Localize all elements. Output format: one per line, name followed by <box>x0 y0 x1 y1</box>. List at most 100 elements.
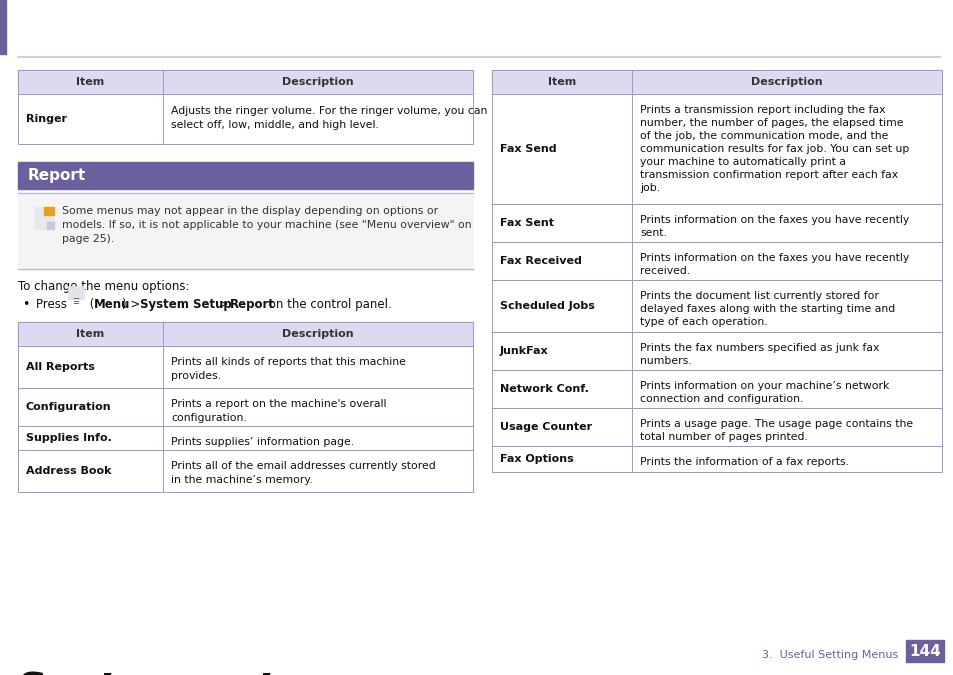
Text: Prints the document list currently stored for: Prints the document list currently store… <box>639 291 878 301</box>
Text: ☰: ☰ <box>72 297 79 306</box>
Text: of the job, the communication mode, and the: of the job, the communication mode, and … <box>639 131 887 141</box>
Text: in the machine’s memory.: in the machine’s memory. <box>171 475 313 485</box>
Text: number, the number of pages, the elapsed time: number, the number of pages, the elapsed… <box>639 118 902 128</box>
Bar <box>18 162 473 189</box>
Text: Item: Item <box>547 77 576 87</box>
Bar <box>18 450 473 492</box>
Text: Adjusts the ringer volume. For the ringer volume, you can: Adjusts the ringer volume. For the ringe… <box>171 106 487 116</box>
Text: Prints all kinds of reports that this machine: Prints all kinds of reports that this ma… <box>171 357 405 367</box>
Text: total number of pages printed.: total number of pages printed. <box>639 432 807 442</box>
Text: Fax Options: Fax Options <box>499 454 573 464</box>
Text: Description: Description <box>750 77 821 87</box>
Bar <box>18 450 473 492</box>
Text: Prints a usage page. The usage page contains the: Prints a usage page. The usage page cont… <box>639 419 912 429</box>
Text: your machine to automatically print a: your machine to automatically print a <box>639 157 845 167</box>
Text: Some menus may not appear in the display depending on options or: Some menus may not appear in the display… <box>62 206 437 216</box>
Text: •: • <box>22 298 30 311</box>
Text: Prints the fax numbers specified as junk fax: Prints the fax numbers specified as junk… <box>639 343 879 353</box>
Text: Configuration: Configuration <box>26 402 112 412</box>
Bar <box>68 286 84 299</box>
Bar <box>492 70 941 94</box>
Bar <box>18 322 473 346</box>
Bar <box>47 222 54 229</box>
Text: Prints supplies’ information page.: Prints supplies’ information page. <box>171 437 354 447</box>
Bar <box>492 408 941 446</box>
Text: Prints information on the faxes you have recently: Prints information on the faxes you have… <box>639 215 908 225</box>
Text: type of each operation.: type of each operation. <box>639 317 767 327</box>
Text: 144: 144 <box>908 643 940 659</box>
Text: job.: job. <box>639 183 659 193</box>
Bar <box>18 94 473 144</box>
Bar <box>492 370 941 408</box>
Bar <box>18 193 473 269</box>
Bar <box>492 70 941 94</box>
Text: Fax Received: Fax Received <box>499 256 581 266</box>
Text: models. If so, it is not applicable to your machine (see "Menu overview" on: models. If so, it is not applicable to y… <box>62 220 471 230</box>
Text: Item: Item <box>76 77 105 87</box>
Text: received.: received. <box>639 266 690 276</box>
Bar <box>18 426 473 450</box>
Text: Ringer: Ringer <box>26 114 67 124</box>
Bar <box>0 0 6 54</box>
Text: Item: Item <box>76 329 105 339</box>
Text: Address Book: Address Book <box>26 466 112 476</box>
Text: Supplies Info.: Supplies Info. <box>26 433 112 443</box>
Bar <box>492 280 941 332</box>
Bar <box>18 388 473 426</box>
Bar <box>18 70 473 94</box>
Bar <box>492 332 941 370</box>
Bar <box>18 322 473 346</box>
Bar <box>492 446 941 472</box>
Text: page 25).: page 25). <box>62 234 114 244</box>
Bar <box>492 94 941 204</box>
Text: on the control panel.: on the control panel. <box>265 298 392 311</box>
Bar <box>492 280 941 332</box>
Text: ) >: ) > <box>122 298 144 311</box>
Bar <box>492 204 941 242</box>
Text: Scheduled Jobs: Scheduled Jobs <box>499 301 595 311</box>
Text: Usage Counter: Usage Counter <box>499 422 592 432</box>
Text: Prints a report on the machine's overall: Prints a report on the machine's overall <box>171 399 386 409</box>
Bar <box>492 204 941 242</box>
Text: select off, low, middle, and high level.: select off, low, middle, and high level. <box>171 120 378 130</box>
Text: 3.  Useful Setting Menus: 3. Useful Setting Menus <box>760 650 897 660</box>
Bar <box>44 207 54 215</box>
Text: connection and configuration.: connection and configuration. <box>639 394 802 404</box>
Text: numbers.: numbers. <box>639 356 691 366</box>
Text: Report: Report <box>230 298 274 311</box>
Text: Prints all of the email addresses currently stored: Prints all of the email addresses curren… <box>171 461 436 471</box>
Text: >: > <box>214 298 233 311</box>
Text: Description: Description <box>282 329 354 339</box>
Text: Fax Sent: Fax Sent <box>499 218 554 228</box>
Text: JunkFax: JunkFax <box>499 346 548 356</box>
Text: To change the menu options:: To change the menu options: <box>18 280 190 293</box>
Text: Network Conf.: Network Conf. <box>499 384 588 394</box>
Bar <box>18 426 473 450</box>
Text: delayed faxes along with the starting time and: delayed faxes along with the starting ti… <box>639 304 894 314</box>
Text: Prints information on your machine’s network: Prints information on your machine’s net… <box>639 381 888 391</box>
Bar <box>905 640 943 662</box>
Bar <box>18 388 473 426</box>
Bar <box>492 332 941 370</box>
Text: Prints the information of a fax reports.: Prints the information of a fax reports. <box>639 457 848 467</box>
Bar <box>492 94 941 204</box>
Text: Fax Send: Fax Send <box>499 144 556 154</box>
Bar <box>18 346 473 388</box>
Text: System setup: System setup <box>18 670 338 675</box>
Text: Description: Description <box>282 77 354 87</box>
Bar <box>34 207 54 229</box>
Text: (: ( <box>86 298 94 311</box>
Text: communication results for fax job. You can set up: communication results for fax job. You c… <box>639 144 908 154</box>
Text: Prints information on the faxes you have recently: Prints information on the faxes you have… <box>639 253 908 263</box>
Bar <box>18 70 473 94</box>
Bar <box>492 408 941 446</box>
Bar <box>492 242 941 280</box>
Text: Prints a transmission report including the fax: Prints a transmission report including t… <box>639 105 884 115</box>
Bar <box>492 242 941 280</box>
Text: Menu: Menu <box>94 298 131 311</box>
Bar <box>492 446 941 472</box>
Text: configuration.: configuration. <box>171 413 247 423</box>
Text: transmission confirmation report after each fax: transmission confirmation report after e… <box>639 170 897 180</box>
Text: All Reports: All Reports <box>26 362 94 372</box>
Text: sent.: sent. <box>639 228 666 238</box>
